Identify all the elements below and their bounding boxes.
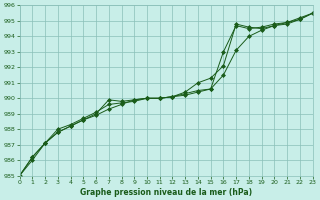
X-axis label: Graphe pression niveau de la mer (hPa): Graphe pression niveau de la mer (hPa) xyxy=(80,188,252,197)
